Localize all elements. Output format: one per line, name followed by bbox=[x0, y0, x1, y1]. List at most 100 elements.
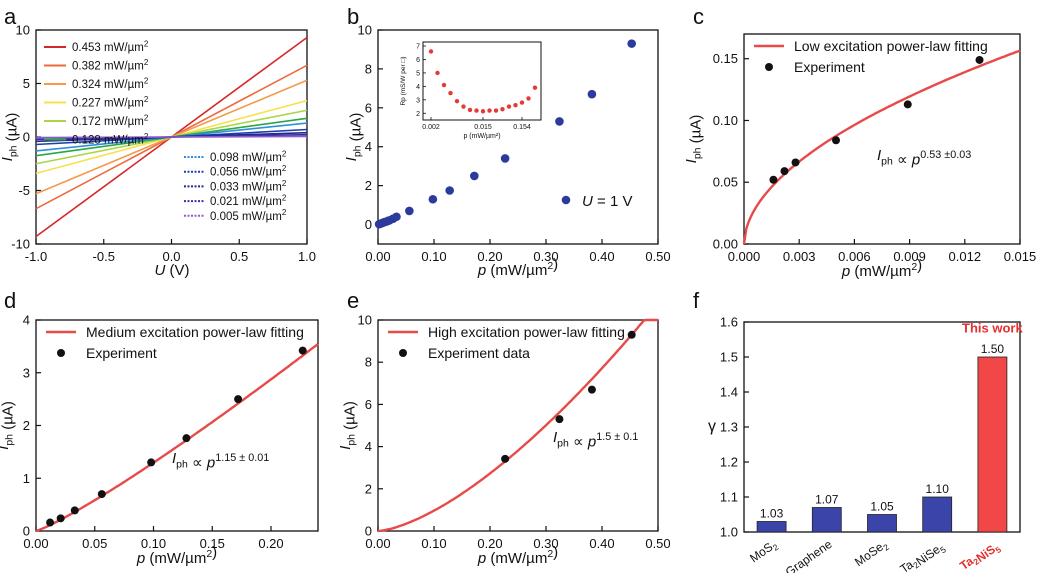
b-plot-frame bbox=[377, 29, 659, 245]
d-fit-annotation: Iph ∝ p1.15 ± 0.01 bbox=[172, 450, 269, 472]
b-inset-point bbox=[480, 109, 486, 114]
panel-c: 0.000 0.003 0.006 0.009 0.012 0.015 0.00 0.05 0.… bbox=[683, 33, 1037, 280]
f-y-axis-label: γ bbox=[708, 418, 716, 435]
b-x-tick-label: 0.20 bbox=[477, 249, 502, 264]
e-data-point bbox=[627, 330, 636, 339]
e-data-point bbox=[587, 385, 596, 394]
d-data-point bbox=[234, 395, 243, 404]
a-y-tick-label: 5 bbox=[23, 76, 30, 91]
b-inset-x-tick-label: 0.002 bbox=[422, 124, 440, 131]
panel-letter-f: f bbox=[693, 288, 700, 313]
e-y-tick-label: 6 bbox=[365, 397, 372, 412]
d-y-tick-label: 4 bbox=[23, 313, 30, 328]
panel-letter-a: a bbox=[4, 4, 17, 29]
c-fit-annotation: Iph ∝ p0.53 ±0.03 bbox=[877, 147, 971, 169]
d-x-tick-label: 0.20 bbox=[258, 536, 283, 551]
b-inset-point bbox=[513, 103, 518, 108]
b-inset-frame bbox=[422, 41, 542, 121]
b-inset-x-tick-label: 0.154 bbox=[513, 124, 531, 131]
b-inset-point bbox=[467, 107, 473, 113]
c-x-axis-label: p (mW/µm2) bbox=[841, 257, 922, 280]
f-y-tick-label: 1.6 bbox=[720, 315, 738, 330]
d-y-axis-label: Iph (µA) bbox=[0, 401, 17, 450]
f-bar bbox=[867, 514, 897, 533]
b-inset-y-tick-label: 2 bbox=[416, 111, 420, 118]
f-bar-value-label: 1.05 bbox=[870, 500, 894, 514]
b-inset-y-tick-label: 4 bbox=[416, 84, 420, 91]
e-fit-annotation: Iph ∝ p1.5 ± 0.1 bbox=[553, 429, 638, 451]
b-inset-point bbox=[474, 108, 479, 113]
a-series-line bbox=[35, 135, 308, 139]
a-legend-label: 0.033 mW/µm2 bbox=[210, 179, 287, 194]
c-legend-point-label: Experiment bbox=[794, 59, 865, 75]
b-y-axis-label: Iph (µA) bbox=[343, 113, 365, 162]
c-x-tick-label: 0.009 bbox=[893, 249, 926, 264]
panel-letter-d: d bbox=[4, 288, 16, 313]
f-y-tick-label: 1.4 bbox=[720, 385, 738, 400]
b-x-tick-label: 0.40 bbox=[589, 249, 614, 264]
e-legend-fit-label: High excitation power-law fitting bbox=[428, 324, 625, 340]
b-inset-point bbox=[435, 70, 440, 76]
d-x-tick-label: 0.10 bbox=[141, 536, 166, 551]
d-y-tick-label: 3 bbox=[23, 365, 30, 380]
e-x-tick-label: 0.50 bbox=[645, 536, 670, 551]
d-x-tick-label: 0.00 bbox=[23, 536, 48, 551]
a-legend-label: 0.098 mW/µm2 bbox=[210, 149, 287, 164]
b-inset-point bbox=[500, 107, 505, 112]
d-x-tick-label: 0.05 bbox=[82, 536, 107, 551]
c-data-point bbox=[832, 136, 840, 145]
d-data-point bbox=[56, 514, 65, 523]
a-legend-label: 0.021 mW/µm2 bbox=[210, 194, 287, 209]
a-legend-label: 0.227 mW/µm2 bbox=[72, 95, 149, 110]
d-legend-fit-label: Medium excitation power-law fitting bbox=[86, 324, 304, 340]
d-y-tick-label: 2 bbox=[23, 418, 30, 433]
a-y-tick-label: 10 bbox=[16, 23, 30, 38]
c-y-tick-label: 0.10 bbox=[713, 113, 738, 128]
b-inset-x-tick-label: 0.015 bbox=[474, 124, 492, 131]
a-y-tick-label: 0 bbox=[23, 130, 30, 145]
a-x-tick-label: 0.5 bbox=[230, 249, 248, 264]
e-legend-point-label: Experiment data bbox=[428, 345, 530, 361]
f-category-label: MoS2 bbox=[747, 537, 780, 567]
f-y-tick-label: 1.1 bbox=[720, 490, 738, 505]
f-bar bbox=[811, 507, 842, 533]
e-x-tick-label: 0.10 bbox=[421, 536, 446, 551]
d-legend-point-label: Experiment bbox=[86, 345, 157, 361]
a-legend-label: 0.128 mW/µm2 bbox=[72, 132, 149, 147]
b-x-tick-label: 0.00 bbox=[365, 249, 390, 264]
panel-a: -1.0 -0.5 0.0 0.5 1.0 -10 -5 0 5 10 0.453 mW/µm2 0.… bbox=[0, 23, 316, 280]
f-bar bbox=[977, 356, 1008, 533]
b-data-point bbox=[555, 117, 564, 126]
b-data-point bbox=[470, 171, 479, 181]
f-bar-value-label: 1.03 bbox=[760, 507, 784, 521]
e-x-tick-label: 0.00 bbox=[365, 536, 390, 551]
a-y-axis-label: Iph (µA) bbox=[0, 113, 21, 162]
b-inset-point bbox=[526, 96, 531, 101]
f-y-tick-label: 1.5 bbox=[720, 350, 738, 365]
c-fit-curve bbox=[742, 49, 1021, 245]
f-category-label: Graphene bbox=[783, 537, 835, 573]
e-y-axis-label: Iph (µA) bbox=[337, 401, 359, 450]
e-x-tick-label: 0.20 bbox=[477, 536, 502, 551]
f-category-label: Ta2NiS5 bbox=[957, 537, 1003, 573]
b-x-tick-label: 0.10 bbox=[421, 249, 446, 264]
d-x-axis-label: p (mW/µm2) bbox=[136, 544, 217, 567]
b-inset-point bbox=[532, 85, 538, 90]
c-data-point bbox=[780, 167, 789, 176]
f-category-label: Ta2NiSe5 bbox=[897, 537, 948, 573]
c-x-tick-label: 0.015 bbox=[1004, 249, 1037, 264]
a-y-tick-label: -10 bbox=[11, 237, 30, 252]
b-x-tick-label: 0.30 bbox=[533, 249, 558, 264]
b-inset-point bbox=[448, 90, 453, 96]
b-data-point bbox=[392, 212, 401, 222]
d-data-point bbox=[298, 346, 307, 355]
b-inset-point bbox=[493, 108, 499, 113]
panel-letter-e: e bbox=[347, 288, 359, 313]
e-y-tick-label: 0 bbox=[365, 524, 372, 539]
f-y-tick-label: 1.3 bbox=[720, 420, 738, 435]
b-data-point bbox=[627, 39, 636, 48]
a-x-axis-label: U (V) bbox=[154, 262, 189, 279]
b-annotation-marker bbox=[561, 195, 571, 205]
e-data-point bbox=[501, 454, 510, 463]
